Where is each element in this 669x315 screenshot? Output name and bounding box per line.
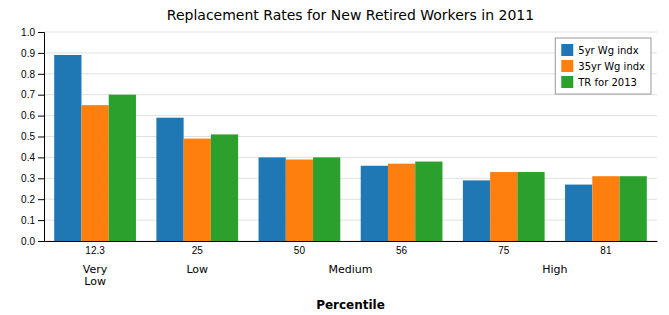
group-label-line: High [542,263,567,276]
x-tick: 81 [600,241,612,256]
grid [44,32,657,241]
y-tick-label: 0.0 [21,236,35,247]
group-label: Medium [329,263,373,276]
y-tick-mark [38,157,44,158]
bar [259,157,286,241]
x-tick-label: 81 [600,245,612,256]
y-tick-label: 0.7 [21,89,35,100]
legend-label: 5yr Wg indx [578,45,638,56]
legend-item: 5yr Wg indx [561,44,638,56]
legend: 5yr Wg indx 35yr Wg indx TR for 2013 [555,38,651,94]
x-axis-title: Percentile [316,298,385,312]
x-tick: 50 [294,241,306,256]
y-tick-mark [38,53,44,54]
legend-item: 35yr Wg indx [561,60,645,72]
x-axis: 12.3 25 50 56 75 81 [45,241,658,256]
x-tick-label: 12.3 [85,245,105,256]
legend-swatch [561,60,573,72]
bar [620,176,647,241]
group-label-line: Low [186,263,208,276]
bar [286,159,313,241]
bar [565,185,592,241]
y-axis: 0.0 0.1 0.2 0.3 0.4 0.5 0.6 0.7 0.8 0.9 1.0 [21,27,44,247]
group-label: High [542,263,567,276]
y-tick-mark [38,199,44,200]
group-label-line: Very [83,263,108,276]
y-tick-label: 0.6 [21,110,35,121]
x-axis-line [45,241,658,242]
y-tick-label: 0.3 [21,173,35,184]
group-label-line: Low [84,275,106,288]
y-tick-mark [38,241,44,242]
y-tick-label: 0.8 [21,69,35,80]
annotations: VeryLowLowMediumHigh [83,263,568,288]
y-tick: 0.8 [21,69,44,80]
legend-swatch [561,76,573,88]
x-tick: 25 [192,241,204,256]
legend-label: TR for 2013 [577,77,637,88]
bar [54,55,81,241]
bar [388,164,415,241]
y-tick-mark [38,95,44,96]
x-tick-label: 25 [192,245,204,256]
y-tick-label: 0.1 [21,215,35,226]
group-label: VeryLow [83,263,108,288]
bar-series [54,55,592,241]
group-label: Low [186,263,208,276]
legend-swatch [561,44,573,56]
bar [156,118,183,241]
bar [313,157,340,241]
y-tick: 1.0 [21,27,44,38]
y-tick: 0.6 [21,110,44,121]
bar-series [81,105,619,241]
legend-label: 35yr Wg indx [578,61,645,72]
y-axis-line [38,33,45,242]
y-tick: 0.7 [21,89,44,100]
bar [592,176,619,241]
y-tick-label: 0.4 [21,152,35,163]
x-tick: 56 [396,241,408,256]
bar [361,166,388,241]
y-tick-mark [38,116,44,117]
bar [490,172,517,241]
bar [184,139,211,241]
bar [517,172,544,241]
bar [81,105,108,241]
y-tick-label: 0.2 [21,194,35,205]
plot: 0.0 0.1 0.2 0.3 0.4 0.5 0.6 0.7 0.8 0.9 1.0 12.3 25 5… [21,27,657,256]
y-tick: 0.0 [21,236,44,247]
y-tick-label: 1.0 [21,27,35,38]
bar [415,162,442,241]
y-tick-mark [38,137,44,138]
y-tick: 0.2 [21,194,44,205]
y-tick: 0.9 [21,48,44,59]
legend-item: TR for 2013 [561,76,637,88]
y-tick-mark [38,74,44,75]
y-tick-mark [38,220,44,221]
x-tick: 12.3 [85,241,105,256]
grid-line [44,32,657,33]
group-label-line: Medium [329,263,373,276]
y-tick-mark [38,32,44,33]
x-tick-label: 75 [498,245,510,256]
bar-series [109,95,647,241]
y-tick-label: 0.5 [21,131,35,142]
y-tick: 0.5 [21,131,44,142]
y-tick-label: 0.9 [21,48,35,59]
x-tick: 75 [498,241,510,256]
legend-box [555,38,651,94]
y-tick: 0.4 [21,152,44,163]
x-tick-label: 50 [294,245,306,256]
chart: 0.0 0.1 0.2 0.3 0.4 0.5 0.6 0.7 0.8 0.9 1.0 12.3 25 5… [0,0,669,315]
y-tick: 0.3 [21,173,44,184]
bar [109,95,136,241]
y-tick: 0.1 [21,215,44,226]
bar [211,134,238,241]
title: Replacement Rates for New Retired Worker… [167,7,534,23]
x-tick-label: 56 [396,245,408,256]
bar [463,180,490,241]
y-tick-mark [38,178,44,179]
